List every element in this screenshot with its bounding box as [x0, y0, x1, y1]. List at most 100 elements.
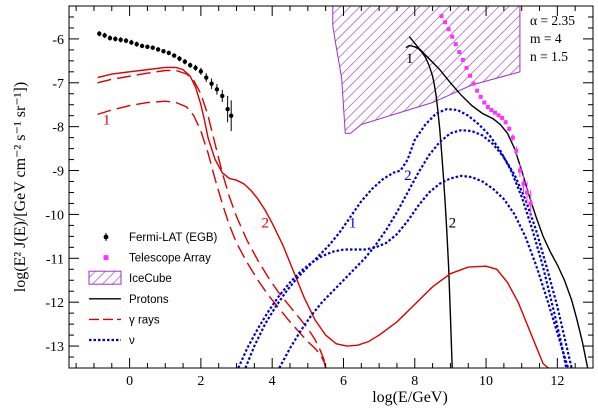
x-tick-label: 6 — [340, 374, 347, 389]
series-line — [408, 36, 589, 368]
curve-label: 2 — [449, 216, 457, 232]
legend-symbol-square — [103, 255, 109, 261]
ta-point — [450, 34, 455, 39]
y-tick-label: -7 — [52, 77, 64, 92]
ta-point — [453, 42, 458, 47]
curve-label: 1 — [406, 51, 414, 67]
fermi-point — [107, 35, 113, 41]
axis-ticks: 0 2 4 6 8 10 12-13-12-11-10-9-8-7-6 — [45, 5, 594, 389]
ta-point — [457, 50, 462, 55]
curve-label: 2 — [404, 168, 412, 184]
fermi-point — [97, 31, 102, 36]
ta-point — [528, 201, 533, 206]
x-tick-label: 4 — [269, 374, 276, 389]
ta-point — [489, 107, 494, 112]
ta-point — [514, 148, 519, 153]
ta-point — [496, 113, 501, 118]
series-line — [237, 174, 570, 368]
ta-point — [471, 81, 476, 86]
x-axis-title: log(E/GeV) — [372, 389, 448, 406]
fermi-point — [113, 36, 118, 42]
param-n: n = 1.5 — [530, 49, 568, 64]
param-alpha: α = 2.35 — [530, 13, 575, 28]
legend-label: IceCube — [129, 273, 172, 285]
legend-label: γ rays — [129, 314, 160, 326]
ta-point — [500, 115, 505, 120]
ta-point — [525, 190, 530, 195]
legend-label: Telescope Array — [129, 253, 211, 265]
y-tick-label: -8 — [52, 121, 64, 136]
fermi-point — [209, 81, 214, 86]
fermi-point — [155, 47, 161, 52]
legend-label: Fermi-LAT (EGB) — [129, 232, 218, 244]
fermi-point — [214, 87, 220, 92]
icecube-band — [332, 6, 521, 134]
y-tick-label: -12 — [45, 296, 64, 311]
fermi-point — [161, 48, 166, 54]
legend-label: Protons — [129, 294, 169, 306]
param-m: m = 4 — [530, 31, 562, 46]
fermi-point — [220, 93, 225, 99]
legend-symbol-dot — [103, 234, 109, 240]
ta-point — [460, 57, 465, 62]
ta-point — [468, 73, 473, 78]
fermi-point — [225, 106, 230, 112]
series-line — [97, 66, 549, 368]
plot-frame — [68, 5, 594, 369]
fermi-point — [228, 113, 234, 118]
fermi-point — [171, 53, 177, 58]
x-tick-label: 2 — [197, 374, 204, 389]
ta-point — [521, 181, 526, 186]
fermi-point — [123, 38, 129, 43]
fermi-point — [150, 45, 155, 50]
ta-point — [475, 88, 480, 93]
series-line — [278, 129, 573, 368]
legend-symbol-hatch — [88, 270, 122, 285]
ta-point — [482, 100, 487, 105]
series-line — [97, 100, 327, 368]
fermi-point — [177, 56, 182, 61]
ta-point — [443, 20, 448, 25]
ta-point — [478, 94, 483, 99]
ta-point — [510, 135, 515, 140]
fermi-point — [187, 63, 193, 68]
curve-labels: 1 2 1 2 1 2 — [103, 51, 456, 232]
x-tick-label: 0 — [126, 374, 133, 389]
y-tick-label: -6 — [52, 33, 64, 48]
ta-point — [492, 110, 497, 115]
y-axis-title: log(E² J(E)/[GeV cm⁻² s⁻¹ sr⁻¹]) — [12, 82, 29, 292]
ta-point — [503, 120, 508, 125]
ta-point — [507, 126, 512, 131]
ta-point — [439, 14, 444, 19]
parameter-box: α = 2.35 m = 4 n = 1.5 — [530, 13, 575, 64]
curve-label: 1 — [349, 216, 357, 232]
fermi-point — [204, 75, 209, 80]
data-points — [97, 14, 533, 217]
fermi-point — [129, 40, 134, 45]
ta-point — [485, 104, 490, 109]
ta-point — [446, 27, 451, 32]
fermi-point — [145, 44, 150, 50]
fermi-point — [118, 37, 123, 42]
model-curves — [97, 36, 589, 368]
fermi-point — [134, 41, 139, 47]
fermi-point — [182, 59, 188, 64]
curve-label: 2 — [261, 216, 269, 232]
x-tick-label: 12 — [550, 374, 564, 389]
y-tick-label: -10 — [45, 208, 64, 223]
curve-label: 1 — [103, 112, 111, 128]
legend-label: ν — [129, 335, 135, 347]
icecube-region — [332, 6, 521, 134]
x-tick-label: 10 — [479, 374, 493, 389]
ta-point — [517, 168, 522, 173]
fermi-point — [102, 33, 107, 38]
series-line — [244, 108, 568, 368]
ta-point — [464, 65, 469, 70]
fermi-point — [139, 43, 145, 49]
y-tick-label: -11 — [46, 252, 64, 267]
x-tick-label: 8 — [411, 374, 418, 389]
fermi-point — [166, 50, 172, 56]
legend: Fermi-LAT (EGB) Telescope Array IceCube Pro… — [88, 232, 218, 347]
y-tick-label: -9 — [52, 165, 64, 180]
